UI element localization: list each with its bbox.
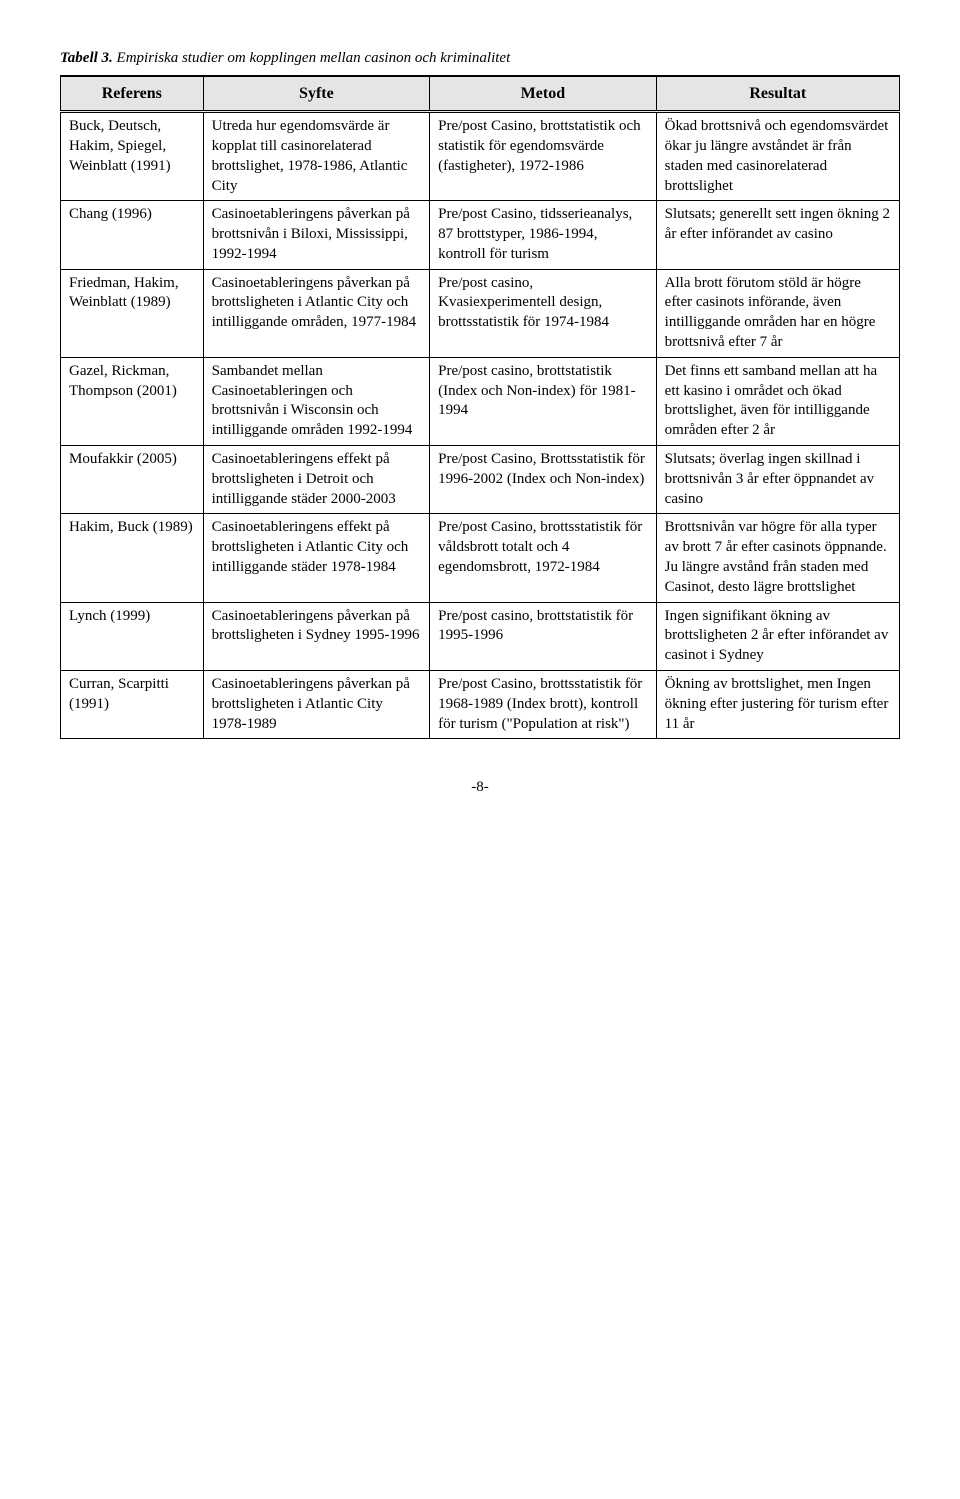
table-row: Friedman, Hakim, Weinblatt (1989)Casinoe… [61,269,900,357]
col-syfte: Syfte [203,76,430,112]
cell-metod: Pre/post Casino, brottsstatistik för vål… [430,514,657,602]
caption-label: Tabell 3. [60,50,113,66]
cell-syfte: Sambandet mellan Casinoetableringen och … [203,357,430,445]
cell-ref: Gazel, Rickman, Thompson (2001) [61,357,204,445]
table-row: Chang (1996)Casinoetableringens påverkan… [61,201,900,269]
cell-resultat: Brottsnivån var högre för alla typer av … [656,514,899,602]
cell-resultat: Alla brott förutom stöld är högre efter … [656,269,899,357]
table-row: Buck, Deutsch, Hakim, Spiegel, Weinblatt… [61,112,900,201]
cell-resultat: Ingen signifikant ökning av brottslighet… [656,602,899,670]
cell-syfte: Utreda hur egendomsvärde är kopplat till… [203,112,430,201]
cell-metod: Pre/post Casino, Brottsstatistik för 199… [430,446,657,514]
cell-resultat: Slutsats; generellt sett ingen ökning 2 … [656,201,899,269]
table-row: Curran, Scarpitti (1991)Casinoetablering… [61,671,900,739]
cell-syfte: Casinoetableringens påverkan på brottsni… [203,201,430,269]
cell-ref: Lynch (1999) [61,602,204,670]
cell-metod: Pre/post casino, brottstatistik (Index o… [430,357,657,445]
cell-syfte: Casinoetableringens påverkan på brottsli… [203,269,430,357]
cell-ref: Friedman, Hakim, Weinblatt (1989) [61,269,204,357]
cell-metod: Pre/post casino, brottstatistik för 1995… [430,602,657,670]
cell-resultat: Slutsats; överlag ingen skillnad i brott… [656,446,899,514]
col-resultat: Resultat [656,76,899,112]
cell-resultat: Det finns ett samband mellan att ha ett … [656,357,899,445]
page-number: -8- [60,779,900,796]
caption-text: Empiriska studier om kopplingen mellan c… [113,50,510,66]
table-header-row: Referens Syfte Metod Resultat [61,76,900,112]
col-referens: Referens [61,76,204,112]
cell-ref: Moufakkir (2005) [61,446,204,514]
cell-metod: Pre/post Casino, brottsstatistik för 196… [430,671,657,739]
studies-table: Referens Syfte Metod Resultat Buck, Deut… [60,75,900,739]
table-row: Hakim, Buck (1989)Casinoetableringens ef… [61,514,900,602]
cell-syfte: Casinoetableringens påverkan på brottsli… [203,602,430,670]
cell-syfte: Casinoetableringens effekt på brottsligh… [203,514,430,602]
col-metod: Metod [430,76,657,112]
cell-ref: Buck, Deutsch, Hakim, Spiegel, Weinblatt… [61,112,204,201]
cell-resultat: Ökad brottsnivå och egendomsvärdet ökar … [656,112,899,201]
table-row: Lynch (1999)Casinoetableringens påverkan… [61,602,900,670]
cell-metod: Pre/post Casino, brottstatistik och stat… [430,112,657,201]
cell-metod: Pre/post Casino, tidsserieanalys, 87 bro… [430,201,657,269]
cell-ref: Curran, Scarpitti (1991) [61,671,204,739]
cell-resultat: Ökning av brottslighet, men Ingen ökning… [656,671,899,739]
table-row: Gazel, Rickman, Thompson (2001)Sambandet… [61,357,900,445]
table-row: Moufakkir (2005)Casinoetableringens effe… [61,446,900,514]
cell-syfte: Casinoetableringens påverkan på brottsli… [203,671,430,739]
cell-ref: Hakim, Buck (1989) [61,514,204,602]
cell-syfte: Casinoetableringens effekt på brottsligh… [203,446,430,514]
table-caption: Tabell 3. Empiriska studier om kopplinge… [60,50,900,67]
cell-ref: Chang (1996) [61,201,204,269]
cell-metod: Pre/post casino, Kvasiexperimentell desi… [430,269,657,357]
